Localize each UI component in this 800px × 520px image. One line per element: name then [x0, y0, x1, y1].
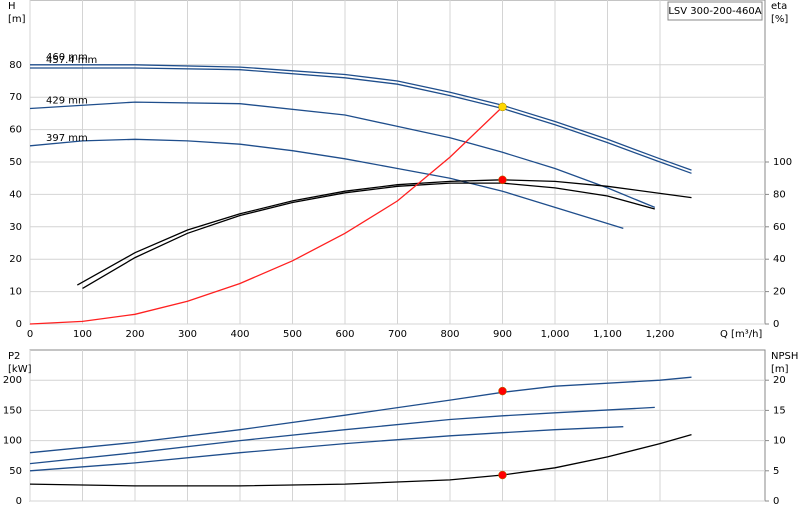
x-tick-label: 400 [230, 329, 249, 340]
x-tick-label: 700 [388, 329, 407, 340]
x-tick-label: 100 [73, 329, 92, 340]
curve [29, 433, 692, 487]
label-box [667, 1, 763, 21]
y-tick-label: 200 [3, 375, 22, 386]
y-axis-label: H [8, 1, 16, 12]
curve [30, 67, 692, 174]
curve [30, 64, 692, 171]
curve-label: 397 mm [46, 133, 88, 144]
curve-label: 429 mm [46, 96, 88, 107]
y-tick-label: 30 [9, 222, 22, 233]
y-tick-label: 80 [9, 60, 22, 71]
x-tick-label: 900 [493, 329, 512, 340]
y2-tick-label: 20 [773, 375, 786, 386]
y-axis-unit: [m] [8, 14, 26, 25]
curve [29, 138, 624, 230]
x-tick-label: 1,100 [593, 329, 622, 340]
label-box-text: LSV 300-200-460A [668, 6, 761, 17]
operating-point [498, 470, 507, 480]
y-tick-label: 40 [9, 189, 22, 200]
y2-tick-label: 0 [773, 319, 779, 330]
x-axis-label: Q [m³/h] [720, 329, 762, 340]
curve [29, 376, 692, 454]
y-axis-label: P2 [8, 351, 20, 362]
curve [76, 179, 692, 286]
y-axis-unit: [kW] [8, 364, 32, 375]
curve-label: 457.4 mm [46, 55, 97, 66]
y-tick-label: 150 [3, 405, 22, 416]
curve [29, 106, 503, 325]
y2-axis-label: eta [771, 1, 787, 12]
y-tick-label: 50 [9, 157, 22, 168]
y2-axis-label: NPSH [771, 351, 798, 362]
y-tick-label: 0 [16, 319, 22, 330]
y-tick-label: 100 [3, 436, 22, 447]
operating-point [498, 102, 507, 112]
x-tick-label: 1,200 [646, 329, 675, 340]
y2-tick-label: 60 [773, 222, 786, 233]
curve [29, 406, 655, 465]
y-tick-label: 60 [9, 125, 22, 136]
operating-point [498, 386, 507, 396]
y2-tick-label: 10 [773, 436, 786, 447]
y2-tick-label: 20 [773, 287, 786, 298]
curve [82, 182, 655, 289]
y2-tick-label: 80 [773, 189, 786, 200]
x-tick-label: 800 [440, 329, 459, 340]
y2-tick-label: 5 [773, 466, 779, 477]
curve-label: 460 mm [46, 52, 88, 63]
y2-axis-unit: [%] [771, 14, 788, 25]
y-tick-label: 10 [9, 287, 22, 298]
operating-point [498, 175, 507, 185]
y2-tick-label: 15 [773, 405, 786, 416]
x-tick-label: 0 [27, 329, 33, 340]
y-tick-label: 0 [16, 496, 22, 507]
x-tick-label: 600 [335, 329, 354, 340]
x-tick-label: 300 [178, 329, 197, 340]
curve [29, 101, 656, 209]
y-tick-label: 20 [9, 254, 22, 265]
x-tick-label: 500 [283, 329, 302, 340]
y-tick-label: 70 [9, 92, 22, 103]
y2-tick-label: 0 [773, 496, 779, 507]
x-tick-label: 1,000 [541, 329, 570, 340]
x-tick-label: 200 [125, 329, 144, 340]
curve [29, 426, 624, 472]
y2-axis-unit: [m] [771, 364, 789, 375]
y2-tick-label: 100 [773, 157, 792, 168]
y-tick-label: 50 [9, 466, 22, 477]
y2-tick-label: 40 [773, 254, 786, 265]
